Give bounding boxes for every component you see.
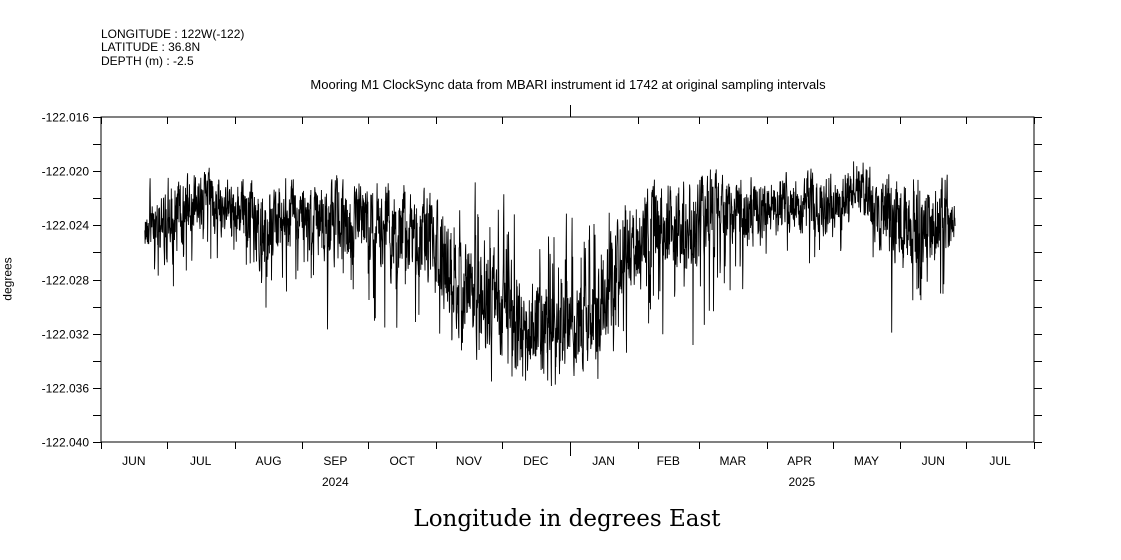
longitude-label: LONGITUDE : 122W(-122) [101,27,245,41]
x-tick-label: APR [787,454,812,468]
plot-frame [100,116,1035,443]
x-tick-label: SEP [323,454,347,468]
x-tick-label: JUN [922,454,945,468]
y-tick-label: -122.024 [42,219,90,233]
x-tick-label: AUG [256,454,282,468]
x-tick-label: MAR [720,454,747,468]
x-tick-label: MAY [854,454,879,468]
y-tick-label: -122.040 [42,436,90,450]
year-label: 2024 [322,475,349,489]
data-series-line [144,161,956,387]
chart-title: Mooring M1 ClockSync data from MBARI ins… [310,77,826,92]
x-tick-label: JUL [989,454,1011,468]
x-tick-label: JAN [592,454,615,468]
year-label: 2025 [788,475,815,489]
y-tick-label: -122.032 [42,328,90,342]
x-tick-label: DEC [523,454,549,468]
depth-label: DEPTH (m) : -2.5 [101,54,194,68]
x-tick-label: JUL [190,454,212,468]
x-tick-label: FEB [657,454,680,468]
y-tick-label: -122.028 [42,274,90,288]
x-tick-label: NOV [456,454,482,468]
x-tick-label: OCT [389,454,415,468]
y-tick-label: -122.036 [42,382,90,396]
y-tick-label: -122.020 [42,165,90,179]
latitude-label: LATITUDE : 36.8N [101,40,201,54]
x-tick-label: JUN [122,454,145,468]
y-tick-label: -122.016 [42,111,90,125]
x-axis-title: Longitude in degrees East [413,506,721,532]
